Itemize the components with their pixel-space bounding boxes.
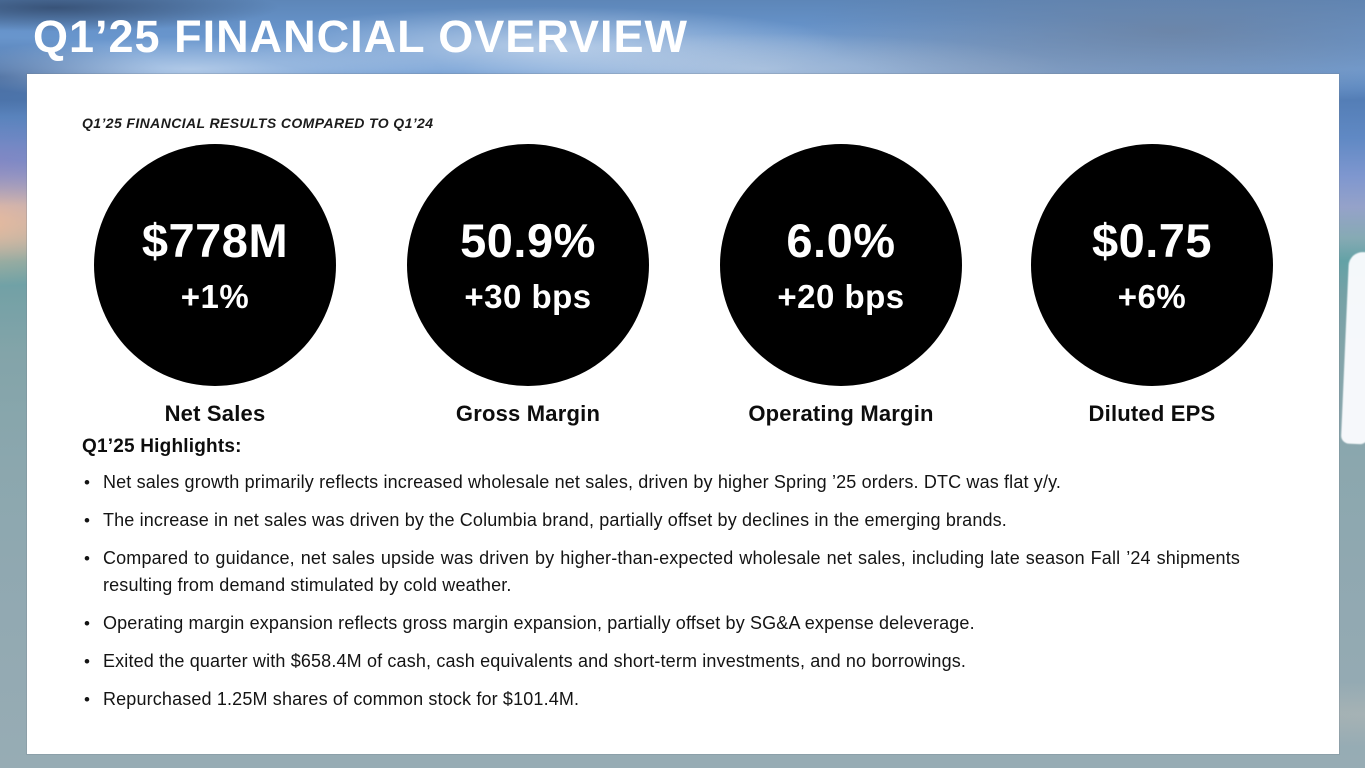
slide-title: Q1’25 FINANCIAL OVERVIEW — [33, 11, 688, 62]
metric-gross-margin: 50.9% +30 bps Gross Margin — [406, 144, 650, 427]
metric-change: +30 bps — [464, 278, 592, 315]
metric-value: $778M — [141, 214, 289, 267]
highlight-bullet: Repurchased 1.25M shares of common stock… — [82, 686, 1240, 713]
metric-diluted-eps: $0.75 +6% Diluted EPS — [1030, 144, 1274, 427]
highlight-bullet: Exited the quarter with $658.4M of cash,… — [82, 648, 1240, 675]
metric-change: +6% — [1117, 278, 1187, 315]
metric-label: Net Sales — [164, 401, 266, 426]
metric-circle: $0.75 +6% — [1031, 144, 1273, 386]
metric-value: 50.9% — [460, 214, 596, 267]
highlight-bullet: The increase in net sales was driven by … — [82, 507, 1240, 534]
metric-operating-margin: 6.0% +20 bps Operating Margin — [719, 144, 963, 427]
highlights-section: Q1’25 Highlights: Net sales growth prima… — [82, 436, 1240, 713]
comparison-subtitle: Q1’25 FINANCIAL RESULTS COMPARED TO Q1’2… — [82, 115, 434, 131]
highlight-bullet: Net sales growth primarily reflects incr… — [82, 469, 1240, 496]
metric-label: Diluted EPS — [1088, 401, 1216, 426]
metric-circle: 6.0% +20 bps — [720, 144, 962, 386]
highlight-bullet: Compared to guidance, net sales upside w… — [82, 545, 1240, 599]
metric-circle: 50.9% +30 bps — [407, 144, 649, 386]
metric-change: +1% — [180, 278, 250, 315]
metric-label: Gross Margin — [455, 401, 601, 426]
metric-value: $0.75 — [1091, 214, 1213, 267]
content-card: Q1’25 FINANCIAL RESULTS COMPARED TO Q1’2… — [27, 74, 1339, 754]
metric-net-sales: $778M +1% Net Sales — [93, 144, 337, 427]
highlights-list: Net sales growth primarily reflects incr… — [82, 469, 1240, 713]
highlights-heading: Q1’25 Highlights: — [82, 436, 242, 457]
metric-label: Operating Margin — [748, 401, 934, 426]
metric-circle: $778M +1% — [94, 144, 336, 386]
metric-value: 6.0% — [786, 214, 896, 267]
metric-change: +20 bps — [777, 278, 905, 315]
highlight-bullet: Operating margin expansion reflects gros… — [82, 610, 1240, 637]
